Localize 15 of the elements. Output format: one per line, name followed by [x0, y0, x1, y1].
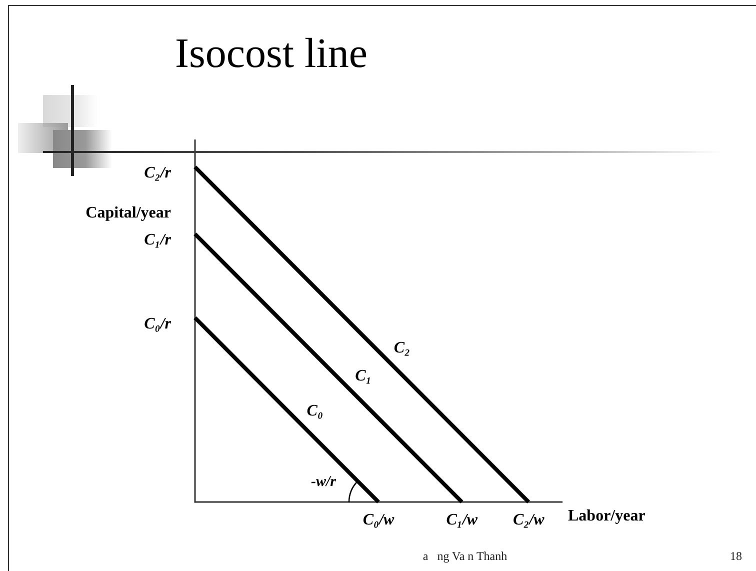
text: C₂/r: [144, 164, 172, 182]
text: 18: [730, 549, 742, 563]
x-tick-label: C₂/w: [512, 512, 545, 528]
text: C₀/r: [144, 315, 172, 332]
series-label: C₁: [355, 368, 372, 385]
chart-title: Isocost line: [175, 31, 368, 77]
series-label: C₂: [394, 339, 410, 356]
x-tick-label: C₀/w: [362, 512, 395, 528]
x-tick-label: C₁/w: [446, 512, 478, 528]
annotation: -w/r: [310, 474, 336, 490]
y-axis-title: Capital/year: [86, 204, 171, 222]
text: a ng Va n Thanh: [422, 549, 508, 563]
series-label: C₀: [306, 402, 324, 420]
text: C₁/r: [144, 232, 172, 248]
x-axis-title: Labor/year: [568, 508, 646, 524]
